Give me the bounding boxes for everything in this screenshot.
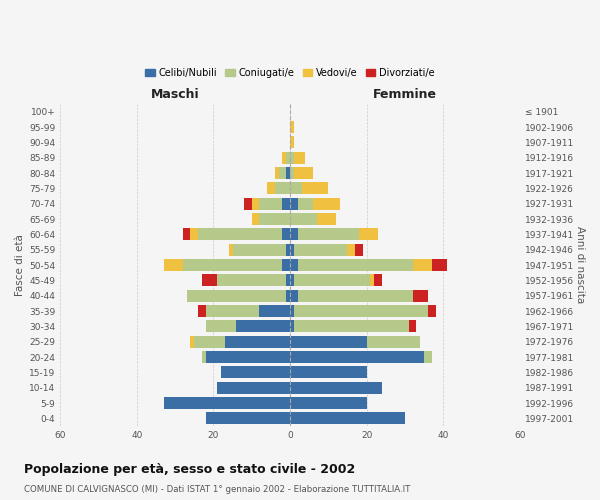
Bar (359, 228, 378, 240)
Bar (252, 213, 259, 225)
Bar (283, 198, 290, 209)
Bar (259, 213, 290, 225)
Bar (432, 259, 447, 271)
Bar (298, 198, 313, 209)
Bar (198, 228, 283, 240)
Bar (283, 152, 286, 164)
Bar (259, 305, 290, 317)
Text: Maschi: Maschi (151, 88, 199, 101)
Bar (221, 366, 290, 378)
Bar (294, 320, 409, 332)
Bar (290, 136, 294, 148)
Bar (290, 274, 294, 286)
Bar (290, 305, 294, 317)
Bar (290, 412, 405, 424)
Bar (290, 382, 382, 394)
Bar (183, 259, 283, 271)
Bar (370, 274, 374, 286)
Bar (367, 336, 420, 348)
Bar (298, 259, 413, 271)
Bar (290, 320, 294, 332)
Bar (217, 382, 290, 394)
Bar (413, 290, 428, 302)
Bar (290, 397, 367, 409)
Bar (206, 320, 236, 332)
Bar (286, 152, 290, 164)
Bar (244, 198, 252, 209)
Bar (317, 213, 336, 225)
Bar (283, 259, 290, 271)
Y-axis label: Anni di nascita: Anni di nascita (575, 226, 585, 304)
Bar (290, 213, 317, 225)
Bar (278, 167, 286, 179)
Bar (206, 412, 290, 424)
Bar (275, 182, 290, 194)
Text: Femmine: Femmine (373, 88, 437, 101)
Bar (290, 167, 294, 179)
Bar (187, 290, 286, 302)
Bar (294, 152, 305, 164)
Bar (194, 336, 225, 348)
Y-axis label: Fasce di età: Fasce di età (15, 234, 25, 296)
Bar (294, 167, 313, 179)
Bar (290, 259, 298, 271)
Bar (275, 167, 278, 179)
Bar (290, 121, 294, 133)
Bar (164, 397, 290, 409)
Bar (290, 228, 298, 240)
Bar (290, 351, 424, 363)
Bar (190, 336, 194, 348)
Bar (164, 259, 183, 271)
Bar (202, 274, 217, 286)
Bar (236, 320, 290, 332)
Bar (294, 244, 347, 256)
Legend: Celibi/Nubili, Coniugati/e, Vedovi/e, Divorziati/e: Celibi/Nubili, Coniugati/e, Vedovi/e, Di… (142, 64, 439, 82)
Bar (290, 290, 298, 302)
Bar (313, 198, 340, 209)
Bar (290, 336, 367, 348)
Bar (290, 366, 367, 378)
Bar (183, 228, 190, 240)
Bar (283, 228, 290, 240)
Text: COMUNE DI CALVIGNASCO (MI) - Dati ISTAT 1° gennaio 2002 - Elaborazione TUTTITALI: COMUNE DI CALVIGNASCO (MI) - Dati ISTAT … (24, 485, 410, 494)
Bar (294, 305, 428, 317)
Bar (298, 290, 413, 302)
Bar (290, 198, 298, 209)
Bar (267, 182, 275, 194)
Bar (229, 244, 233, 256)
Bar (286, 167, 290, 179)
Bar (286, 244, 290, 256)
Bar (217, 274, 286, 286)
Bar (206, 351, 290, 363)
Bar (290, 152, 294, 164)
Bar (409, 320, 416, 332)
Bar (413, 259, 432, 271)
Bar (286, 290, 290, 302)
Bar (355, 244, 363, 256)
Bar (259, 198, 283, 209)
Bar (374, 274, 382, 286)
Bar (206, 305, 259, 317)
Bar (302, 182, 328, 194)
Bar (428, 305, 436, 317)
Bar (290, 182, 302, 194)
Bar (198, 305, 206, 317)
Bar (252, 198, 259, 209)
Bar (298, 228, 359, 240)
Bar (190, 228, 198, 240)
Bar (225, 336, 290, 348)
Bar (294, 274, 370, 286)
Bar (286, 274, 290, 286)
Bar (424, 351, 432, 363)
Bar (290, 244, 294, 256)
Bar (202, 351, 206, 363)
Bar (233, 244, 286, 256)
Text: Popolazione per età, sesso e stato civile - 2002: Popolazione per età, sesso e stato civil… (24, 462, 355, 475)
Bar (347, 244, 355, 256)
